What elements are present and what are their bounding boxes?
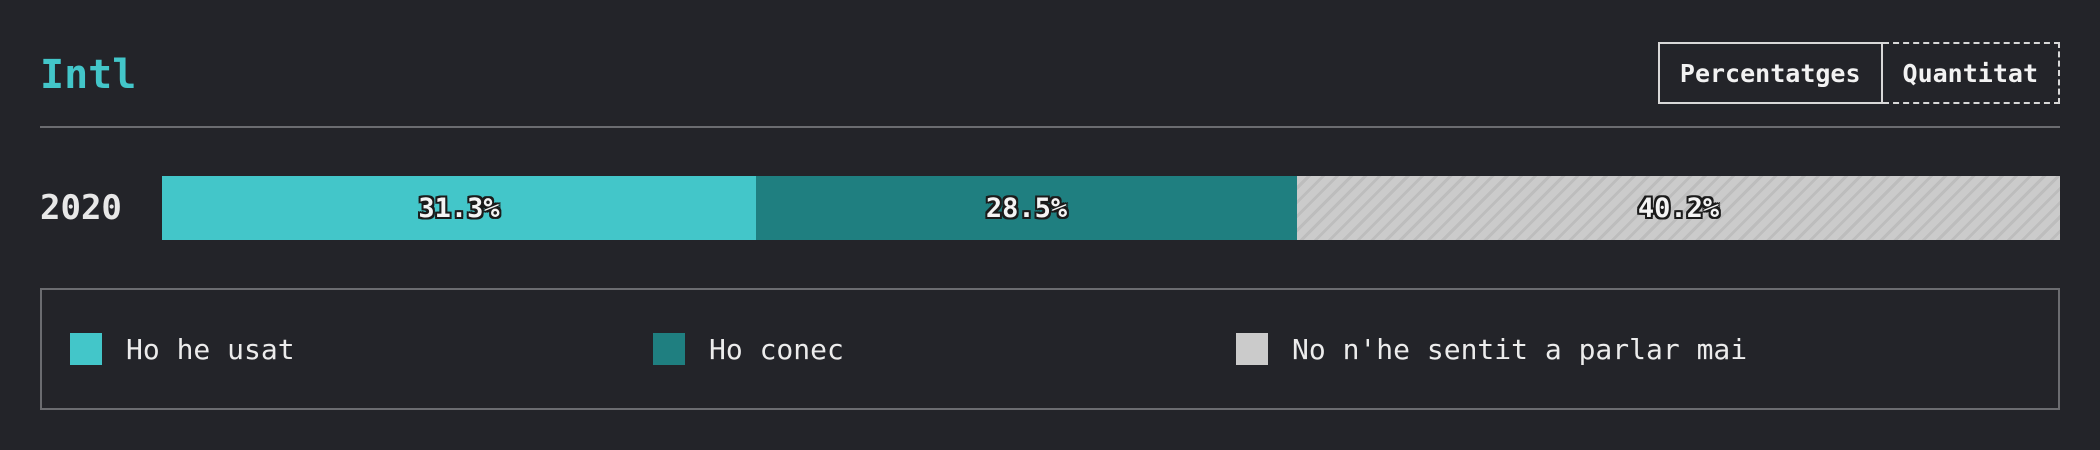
bar-segment-label: 28.5% — [985, 192, 1068, 224]
stacked-bar: 31.3% 28.5% 40.2% — [162, 176, 2060, 240]
legend-swatch — [1236, 333, 1268, 365]
legend-label: No n'he sentit a parlar mai — [1292, 332, 1748, 366]
bar-segment-label: 40.2% — [1637, 192, 1720, 224]
legend-item[interactable]: No n'he sentit a parlar mai — [1236, 332, 1747, 366]
legend-swatch — [653, 333, 685, 365]
chart-header: Intl Percentatges Quantitat — [40, 40, 2060, 128]
bar-segment-1[interactable]: 31.3% — [162, 176, 756, 240]
bar-segment-3[interactable]: 40.2% — [1297, 176, 2060, 240]
percentages-button[interactable]: Percentatges — [1657, 42, 1883, 104]
legend-item[interactable]: Ho he usat — [70, 332, 295, 366]
quantity-button[interactable]: Quantitat — [1882, 42, 2060, 104]
legend: Ho he usat Ho conec No n'he sentit a parla… — [40, 288, 2060, 410]
category-label: 2020 — [40, 188, 122, 228]
bar-segment-label: 31.3% — [418, 192, 500, 224]
legend-label: Ho he usat — [126, 332, 295, 366]
legend-label: Ho conec — [709, 332, 844, 366]
bar-segment-2[interactable]: 28.5% — [756, 176, 1297, 240]
legend-item[interactable]: Ho conec — [653, 332, 844, 366]
view-toggle: Percentatges Quantitat — [1657, 42, 2060, 104]
chart-title: Intl — [40, 52, 137, 98]
legend-swatch — [70, 333, 102, 365]
bar-row: 2020 31.3% 28.5% 40.2% — [40, 176, 2060, 240]
